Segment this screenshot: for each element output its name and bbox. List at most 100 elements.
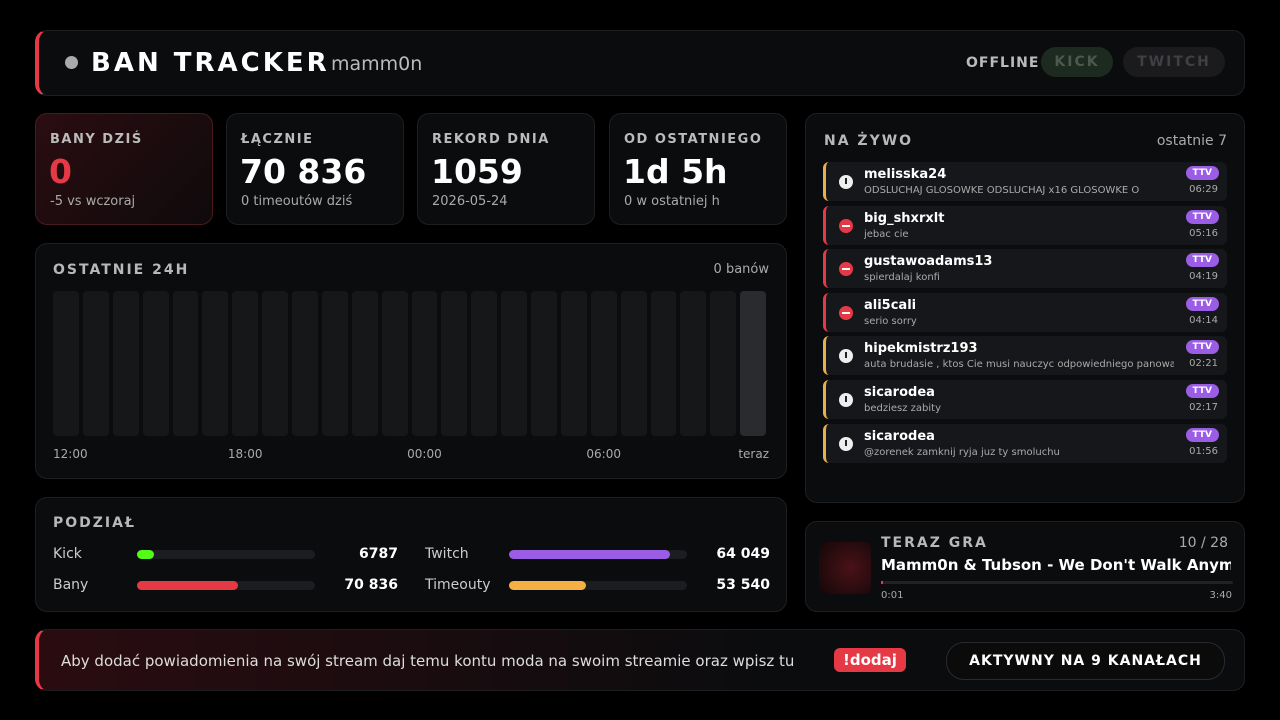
split-value: 6787 xyxy=(359,546,398,562)
x-tick-label: 06:00 xyxy=(586,447,621,461)
hour-track xyxy=(321,291,348,436)
feed-badge: TTV xyxy=(1185,209,1219,224)
split-track xyxy=(137,581,315,590)
feed-badge: TTV xyxy=(1185,427,1219,442)
status-dot xyxy=(65,56,78,69)
feed-message: ODSLUCHAJ GLOSOWKE ODSLUCHAJ x16 GLOSOWK… xyxy=(864,185,1140,196)
panel-title: OSTATNIE 24H xyxy=(53,262,190,278)
stat-sub: 2026-05-24 xyxy=(432,194,508,209)
feed-message: @zorenek zamknij ryja juz ty smoluchu xyxy=(864,446,1060,458)
split-bar xyxy=(509,550,670,559)
feed-time: 05:16 xyxy=(1189,227,1218,239)
panel-title: NA ŻYWO xyxy=(824,133,914,149)
feed-user: sicarodea xyxy=(864,385,935,400)
split-bar xyxy=(137,550,155,559)
hour-track xyxy=(262,291,288,436)
feed-badge: TTV xyxy=(1185,253,1219,268)
split-panel: PODZIAŁ Kick 6787 Twitch 64 049 Bany 70 836 Ti… xyxy=(35,497,787,612)
status: OFFLINE xyxy=(966,55,1040,71)
icon-timeout xyxy=(839,436,853,451)
split-track xyxy=(137,550,315,559)
stat-label: REKORD DNIA xyxy=(432,132,550,147)
feed-time: 04:19 xyxy=(1189,271,1218,283)
summary: 0 banów xyxy=(713,262,769,277)
hour-track xyxy=(531,291,557,436)
hour-track xyxy=(202,291,229,436)
icon-ban xyxy=(839,262,853,277)
icon-timeout xyxy=(839,349,853,364)
footer-text: Aby dodać powiadomienia na swój stream d… xyxy=(61,652,795,670)
feed-time: 02:21 xyxy=(1189,358,1218,370)
stat-value: 1d 5h xyxy=(623,152,728,191)
hour-track xyxy=(501,291,527,436)
split-bar xyxy=(509,581,586,590)
twitch-button[interactable]: TWITCH xyxy=(1123,47,1225,77)
split-value: 70 836 xyxy=(344,577,398,593)
hour-track xyxy=(680,291,707,436)
header: BAN TRACKER mamm0n OFFLINE KICK TWITCH xyxy=(35,30,1245,96)
split-value: 64 049 xyxy=(716,546,770,562)
hour-track xyxy=(53,291,79,436)
kick-button[interactable]: KICK xyxy=(1041,47,1113,77)
panel-title: PODZIAŁ xyxy=(53,515,136,531)
album-art xyxy=(819,542,871,594)
feed-time: 06:29 xyxy=(1189,184,1218,195)
split-name: Timeouty xyxy=(425,577,491,593)
hour-track xyxy=(471,291,498,436)
stat-card: BANY DZIŚ 0 -5 vs wczoraj xyxy=(35,113,213,225)
feed-row: gustawoadams13 spierdalaj konfi TTV 04:19 xyxy=(823,249,1227,289)
feed-user: hipekmistrz193 xyxy=(864,341,978,357)
feed-row: ali5cali serio sorry TTV 04:14 xyxy=(823,292,1227,332)
x-tick-label: teraz xyxy=(738,447,769,461)
feed-message: bedziesz zabity xyxy=(864,403,942,414)
stat-label: BANY DZIŚ xyxy=(50,132,143,147)
feed-badge: TTV xyxy=(1185,384,1219,398)
split-track xyxy=(509,550,687,559)
stat-card: OD OSTATNIEGO 1d 5h 0 w ostatniej h xyxy=(609,113,787,225)
hour-track xyxy=(710,291,737,436)
elapsed: 0:01 xyxy=(881,590,904,601)
progress xyxy=(881,581,1233,584)
x-tick-label: 18:00 xyxy=(227,447,263,461)
hour-track xyxy=(292,291,318,436)
live-panel: NA ŻYWO ostatnie 7 melisska24 ODSLUCHAJ G… xyxy=(805,113,1245,503)
last-24h-panel: OSTATNIE 24H 0 banów 12:00 18:00 00:00 06:0… xyxy=(35,243,787,479)
feed-user: ali5cali xyxy=(864,297,917,313)
duration: 3:40 xyxy=(1209,590,1232,601)
icon-inner xyxy=(842,224,850,227)
feed-row: sicarodea bedziesz zabity TTV 02:17 xyxy=(823,380,1227,419)
icon-inner xyxy=(842,268,850,271)
hour-track xyxy=(740,291,766,436)
hour-track xyxy=(232,291,259,436)
hour-track xyxy=(381,291,408,436)
icon-inner xyxy=(845,439,847,446)
hour-track xyxy=(650,291,677,436)
stat-value: 0 xyxy=(49,152,72,191)
stat-label: ŁĄCZNIE xyxy=(241,132,314,147)
hour-track xyxy=(590,291,617,436)
feed-user: gustawoadams13 xyxy=(864,254,993,270)
title: BAN TRACKER xyxy=(91,48,330,78)
feed-time: 02:17 xyxy=(1189,402,1218,413)
stat-card: ŁĄCZNIE 70 836 0 timeoutów dziś xyxy=(226,113,404,225)
subtitle: ostatnie 7 xyxy=(1156,133,1227,149)
song: Mamm0n & Tubson - We Don't Walk Anymore xyxy=(881,556,1231,574)
split-name: Kick xyxy=(53,546,82,562)
feed-user: big_shxrxlt xyxy=(864,210,945,226)
x-tick-label: 12:00 xyxy=(53,447,88,461)
hour-track xyxy=(620,291,647,436)
feed-message: serio sorry xyxy=(864,315,917,327)
feed-message: auta brudasie , ktos Cie musi nauczyc od… xyxy=(864,359,1174,371)
icon-timeout xyxy=(839,175,853,189)
feed-message: jebac cie xyxy=(864,228,909,240)
feed-time: 04:14 xyxy=(1189,314,1218,326)
hour-track xyxy=(172,291,199,436)
stat-value: 1059 xyxy=(431,152,523,191)
stat-sub: -5 vs wczoraj xyxy=(50,194,136,209)
hour-track xyxy=(351,291,378,436)
hour-track xyxy=(560,291,587,436)
hour-track xyxy=(441,291,468,436)
feed-badge: TTV xyxy=(1185,166,1219,180)
stat-sub: 0 timeoutów dziś xyxy=(241,194,353,209)
